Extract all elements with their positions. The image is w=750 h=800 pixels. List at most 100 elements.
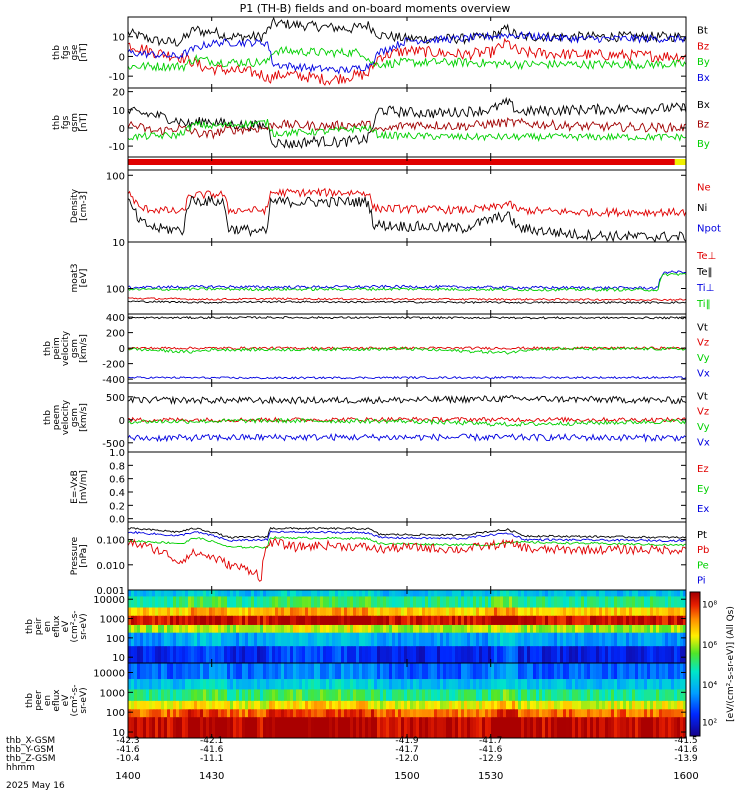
spectrogram-cell <box>650 624 654 633</box>
spectrogram-cell <box>350 708 354 718</box>
series-Te_par <box>128 300 686 304</box>
spectrogram-cell <box>437 716 441 738</box>
spectrogram-cell <box>194 606 198 616</box>
spectrogram-cell <box>149 663 153 680</box>
spectrogram-cell <box>356 606 360 616</box>
spectrogram-cell <box>260 708 264 718</box>
spectrogram-cell <box>539 663 543 680</box>
spectrogram-cell <box>494 688 498 701</box>
spectrogram-cell <box>635 615 639 625</box>
y-axis-label: thb <box>25 619 35 634</box>
spectrogram-cell <box>332 595 336 608</box>
spectrogram-cell <box>446 624 450 633</box>
spectrogram-cell <box>470 716 474 738</box>
spectrogram-cell <box>671 632 675 647</box>
spectrogram-cell <box>497 624 501 633</box>
spectrogram-cell <box>557 700 561 710</box>
spectrogram-cell <box>599 716 603 738</box>
spectrogram-cell <box>458 624 462 633</box>
spectrogram-cell <box>596 716 600 738</box>
spectrogram-cell <box>233 663 237 680</box>
spectrogram-cell <box>512 716 516 738</box>
spectrogram-cell <box>212 663 216 680</box>
spectrogram-cell <box>221 645 225 663</box>
spectrogram-cell <box>134 595 138 608</box>
spectrogram-cell <box>269 606 273 616</box>
spectrogram-cell <box>599 688 603 701</box>
spectrogram-cell <box>392 688 396 701</box>
spectrogram-cell <box>209 645 213 663</box>
spectrogram-cell <box>380 708 384 718</box>
spectrogram-cell <box>347 595 351 608</box>
spectrogram-cell <box>287 624 291 633</box>
spectrogram-cell <box>680 716 684 738</box>
spectrogram-cell <box>350 678 354 690</box>
spectrogram-cell <box>296 678 300 690</box>
spectrogram-cell <box>254 632 258 647</box>
legend-label: Vz <box>697 338 709 349</box>
spectrogram-cell <box>131 700 135 710</box>
spectrogram-cell <box>461 716 465 738</box>
spectrogram-cell <box>437 595 441 608</box>
spectrogram-cell <box>281 663 285 680</box>
spectrogram-cell <box>656 590 660 597</box>
spectrogram-cell <box>599 595 603 608</box>
spectrogram-cell <box>407 624 411 633</box>
spectrogram-cell <box>581 624 585 633</box>
y-tick-label: -500 <box>102 439 125 450</box>
colorbar-cell <box>690 668 700 671</box>
spectrogram-cell <box>251 606 255 616</box>
series-Pt <box>128 526 686 539</box>
spectrogram-cell <box>500 663 504 680</box>
spectrogram-cell <box>602 615 606 625</box>
spectrogram-cell <box>629 615 633 625</box>
spectrogram-cell <box>389 716 393 738</box>
spectrogram-cell <box>329 606 333 616</box>
y-axis-label: [eV] <box>79 269 89 288</box>
spectrogram-cell <box>527 700 531 710</box>
spectrogram-cell <box>194 595 198 608</box>
series-group <box>128 270 686 304</box>
spectrogram-cell <box>287 632 291 647</box>
spectrogram-cell <box>212 645 216 663</box>
spectrogram-cell <box>491 663 495 680</box>
spectrogram-cell <box>347 632 351 647</box>
spectrogram-cell <box>143 663 147 680</box>
spectrogram-cell <box>224 632 228 647</box>
spectrogram-cell <box>278 615 282 625</box>
y-axis-label: Density <box>70 188 80 223</box>
spectrogram-cell <box>479 606 483 616</box>
spectrogram-cell <box>155 590 159 597</box>
spectrogram-cell <box>467 708 471 718</box>
spectrogram-cell <box>482 590 486 597</box>
spectrogram-cell <box>173 624 177 633</box>
spectrogram-cell <box>560 708 564 718</box>
spectrogram-cell <box>680 663 684 680</box>
spectrogram-cell <box>488 590 492 597</box>
spectrogram-cell <box>629 595 633 608</box>
spectrogram-cell <box>401 645 405 663</box>
spectrogram-cell <box>167 708 171 718</box>
spectrogram-cell <box>314 624 318 633</box>
spectrogram-cell <box>272 606 276 616</box>
spectrogram-cell <box>458 708 462 718</box>
legend-label: Ez <box>697 464 709 475</box>
spectrogram-cell <box>632 606 636 616</box>
spectrogram-cell <box>572 708 576 718</box>
spectrogram-cell <box>401 615 405 625</box>
spectrogram-cell <box>353 700 357 710</box>
spectrogram-cell <box>341 678 345 690</box>
spectrogram-cell <box>566 645 570 663</box>
spectrogram-cell <box>227 716 231 738</box>
y-axis-label: en <box>43 695 53 706</box>
spectrogram-cell <box>611 700 615 710</box>
spectrogram-cell <box>245 708 249 718</box>
legend-label: Vx <box>697 368 710 379</box>
spectrogram-cell <box>341 663 345 680</box>
spectrogram-cell <box>365 678 369 690</box>
spectrogram-cell <box>623 615 627 625</box>
spectrogram-cell <box>410 645 414 663</box>
spectrogram-cell <box>326 606 330 616</box>
spectrogram-cell <box>158 708 162 718</box>
spectrogram-cell <box>431 615 435 625</box>
